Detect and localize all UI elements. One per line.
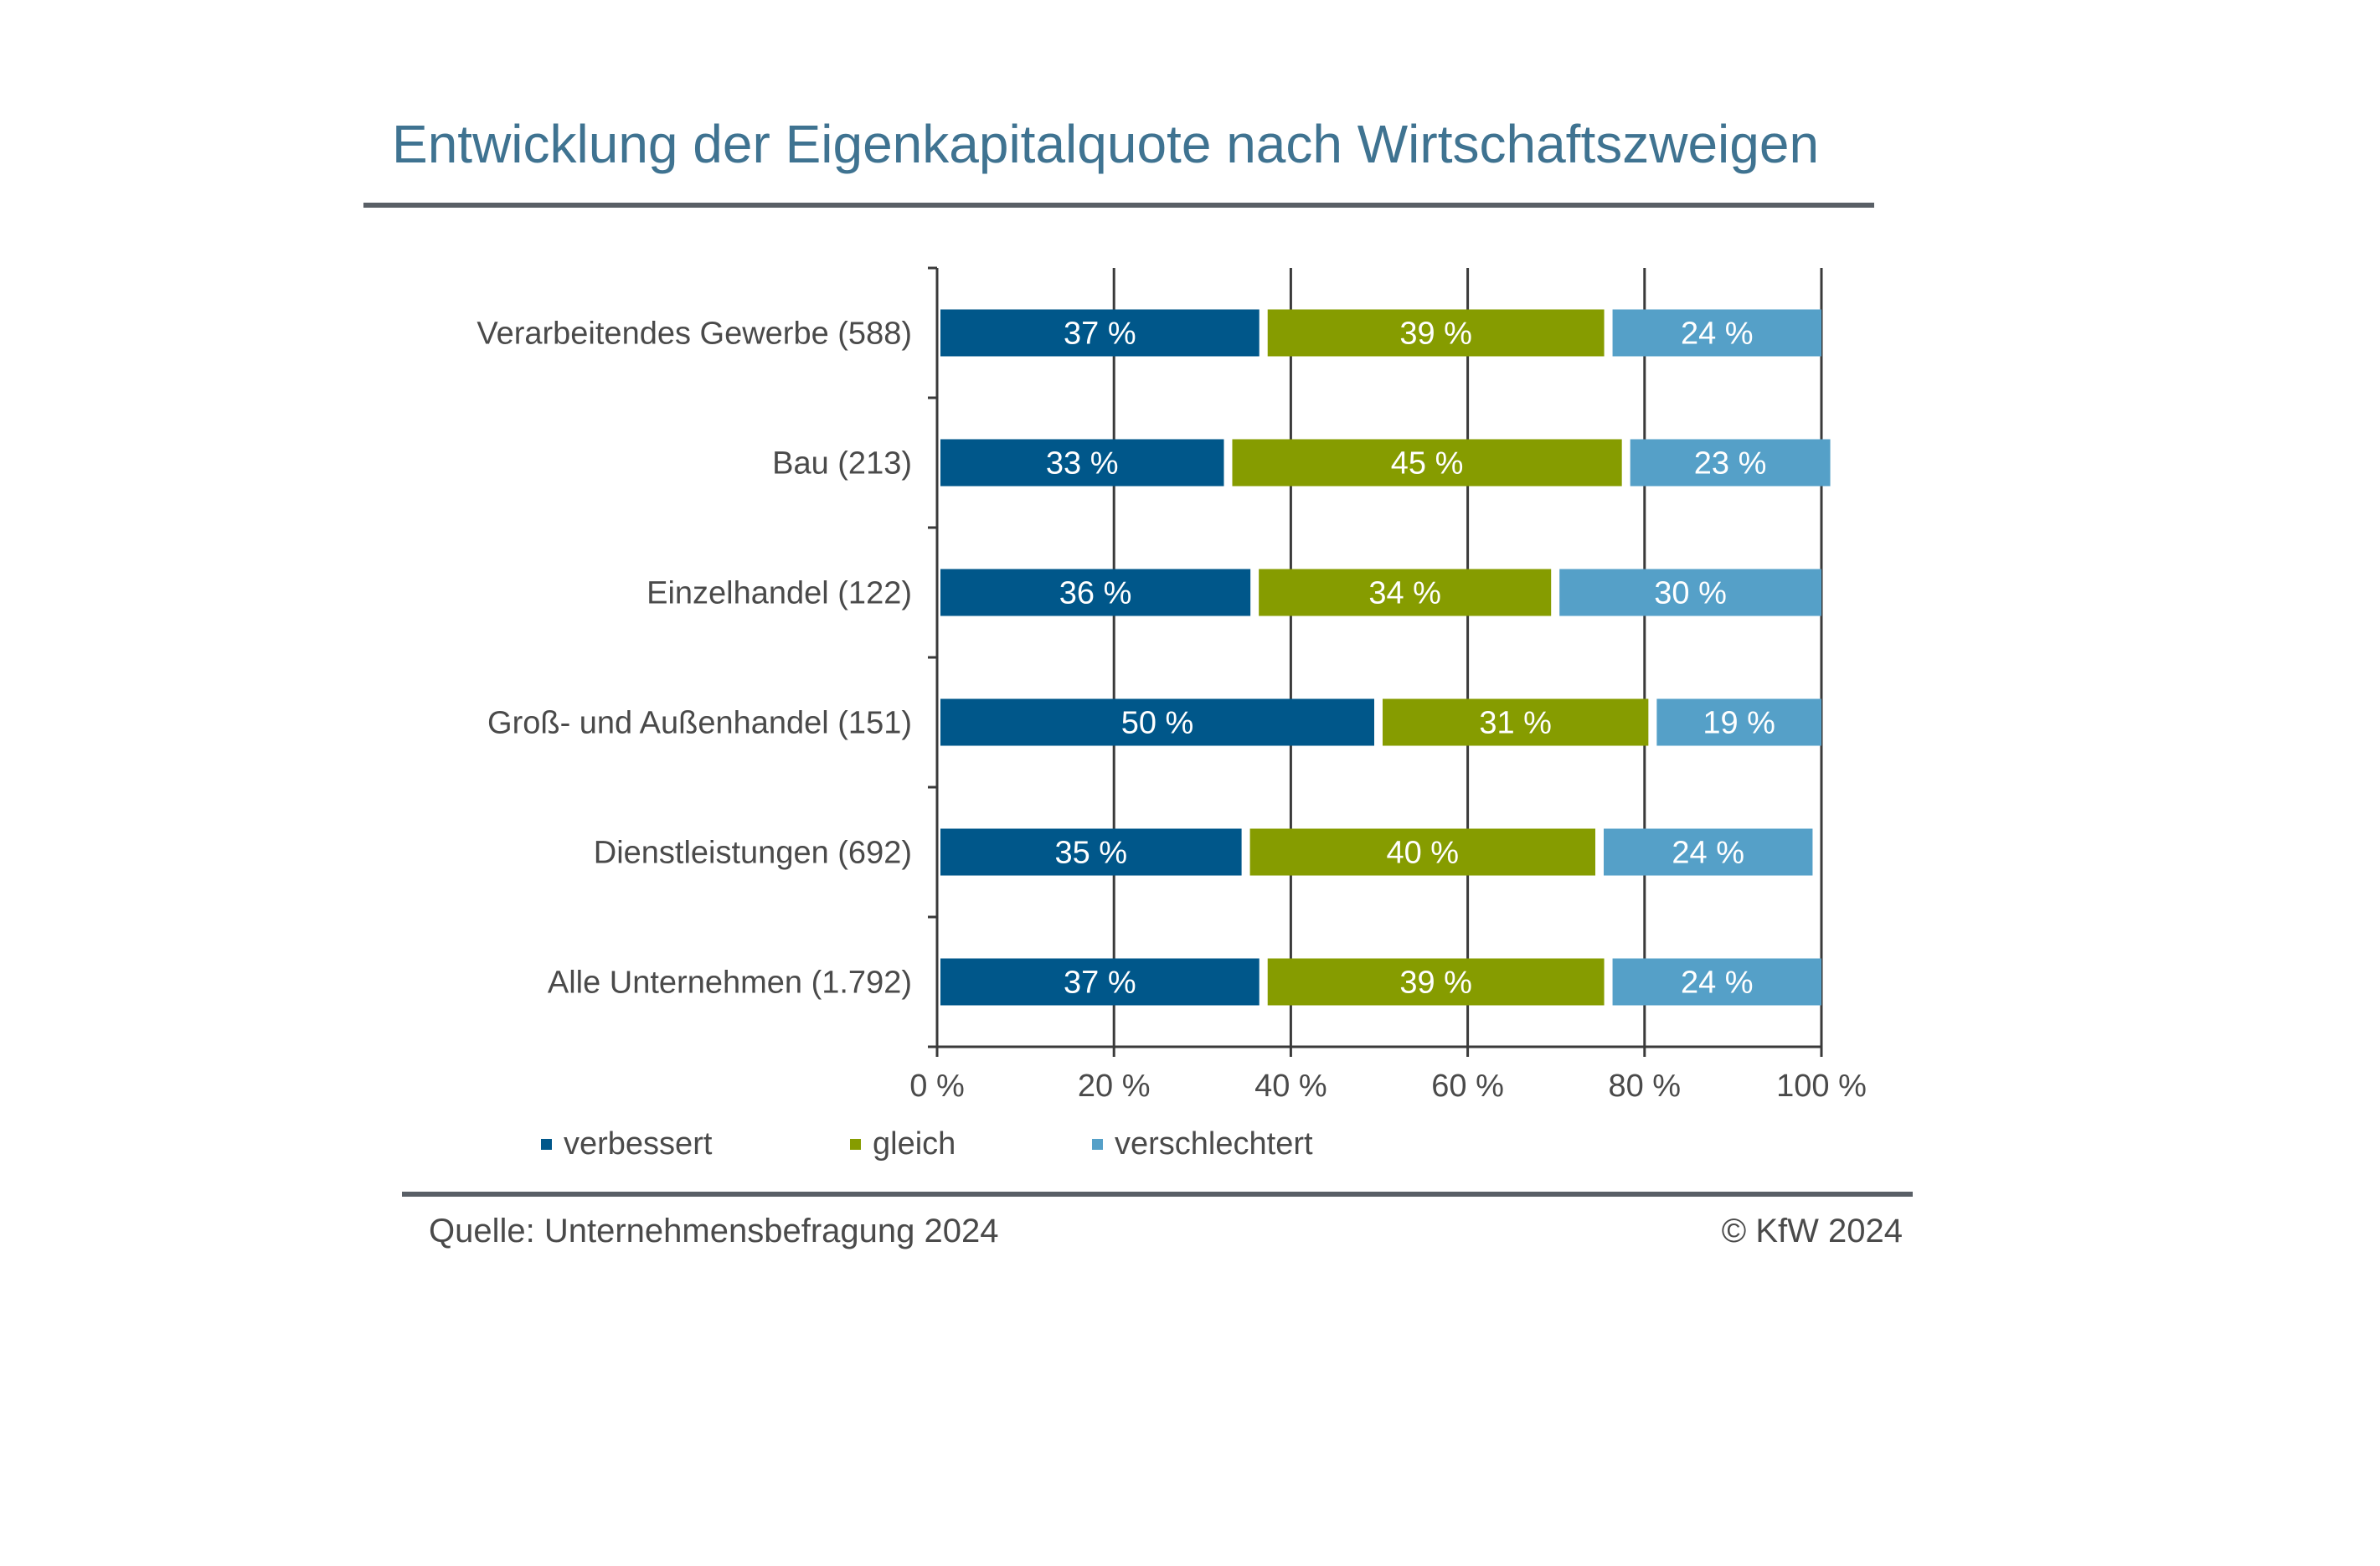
axes	[928, 266, 1823, 1057]
bar-value-label: 19 %	[1703, 706, 1775, 741]
gridlines	[1112, 268, 1823, 1047]
x-tick-label: 40 %	[1254, 1069, 1327, 1104]
x-tick-label: 100 %	[1776, 1069, 1867, 1104]
bar-value-label: 37 %	[1064, 317, 1136, 352]
bar-gleich	[1267, 958, 1605, 1006]
bar-verbessert	[940, 569, 1251, 616]
bar-value-label: 35 %	[1054, 836, 1127, 871]
bar-value-label: 39 %	[1399, 317, 1472, 352]
bar-value-label: 30 %	[1654, 576, 1727, 611]
bar-value-label: 45 %	[1391, 446, 1464, 482]
legend-label-gleich: gleich	[873, 1126, 956, 1162]
bar-gleich	[1267, 309, 1605, 357]
bar-verschlechtert	[1612, 958, 1821, 1006]
x-tick-label: 20 %	[1078, 1069, 1151, 1104]
chart-title: Entwicklung der Eigenkapitalquote nach W…	[392, 114, 1820, 174]
bar-verbessert	[940, 958, 1260, 1006]
bar-verbessert	[940, 828, 1242, 876]
bar-verschlechtert	[1559, 569, 1821, 616]
bar-verbessert	[940, 309, 1260, 357]
bar-gleich	[1232, 439, 1622, 487]
bar-gleich	[1259, 569, 1552, 616]
bar-value-label: 24 %	[1681, 317, 1754, 352]
x-tick-label: 60 %	[1431, 1069, 1504, 1104]
legend-label-verbessert: verbessert	[564, 1126, 713, 1162]
bar-verbessert	[940, 439, 1224, 487]
bar-verschlechtert	[1656, 698, 1821, 746]
bar-value-label: 50 %	[1121, 706, 1194, 741]
legend-item-verbessert: verbessert	[541, 1126, 712, 1162]
bar-value-label: 40 %	[1386, 836, 1459, 871]
bar-gleich	[1383, 698, 1649, 746]
x-tick-label: 0 %	[909, 1069, 964, 1104]
bar-verschlechtert	[1612, 309, 1821, 357]
legend-swatch-verschlechtert	[1092, 1139, 1103, 1150]
copyright-note: © KfW 2024	[1721, 1213, 1903, 1249]
title-divider	[363, 203, 1874, 208]
bar-value-label: 37 %	[1064, 966, 1136, 1001]
footer-divider	[402, 1192, 1913, 1197]
legend-swatch-verbessert	[541, 1139, 552, 1150]
category-label: Einzelhandel (122)	[647, 576, 912, 611]
bar-verschlechtert	[1630, 439, 1831, 487]
stacked-bar-chart: 0 % 20 % 40 % 60 % 80 % 100 % Verarbeitendes G…	[477, 266, 1867, 1105]
bar-value-label: 36 %	[1059, 576, 1132, 611]
legend-item-verschlechtert: verschlechtert	[1092, 1126, 1313, 1162]
bar-verschlechtert	[1604, 828, 1813, 876]
bar-gleich	[1249, 828, 1595, 876]
legend-swatch-gleich	[850, 1139, 861, 1150]
bar-value-label: 24 %	[1681, 966, 1754, 1001]
source-note: Quelle: Unternehmensbefragung 2024	[429, 1213, 999, 1249]
category-label: Verarbeitendes Gewerbe (588)	[477, 317, 912, 352]
bar-value-label: 39 %	[1399, 966, 1472, 1001]
x-tick-label: 80 %	[1608, 1069, 1681, 1104]
category-label: Bau (213)	[772, 446, 912, 482]
bar-value-label: 23 %	[1694, 446, 1767, 482]
bar-value-label: 24 %	[1672, 836, 1744, 871]
labels: 0 % 20 % 40 % 60 % 80 % 100 % Verarbeitendes G…	[477, 317, 1867, 1105]
bar-value-label: 33 %	[1046, 446, 1119, 482]
bar-value-label: 34 %	[1368, 576, 1441, 611]
bar-verbessert	[940, 698, 1374, 746]
category-label: Groß- und Außenhandel (151)	[487, 706, 912, 741]
bars	[940, 309, 1831, 1006]
legend-item-gleich: gleich	[850, 1126, 956, 1162]
legend-label-verschlechtert: verschlechtert	[1115, 1126, 1313, 1162]
category-label: Dienstleistungen (692)	[594, 836, 912, 871]
bar-value-label: 31 %	[1479, 706, 1552, 741]
category-label: Alle Unternehmen (1.792)	[548, 966, 912, 1001]
